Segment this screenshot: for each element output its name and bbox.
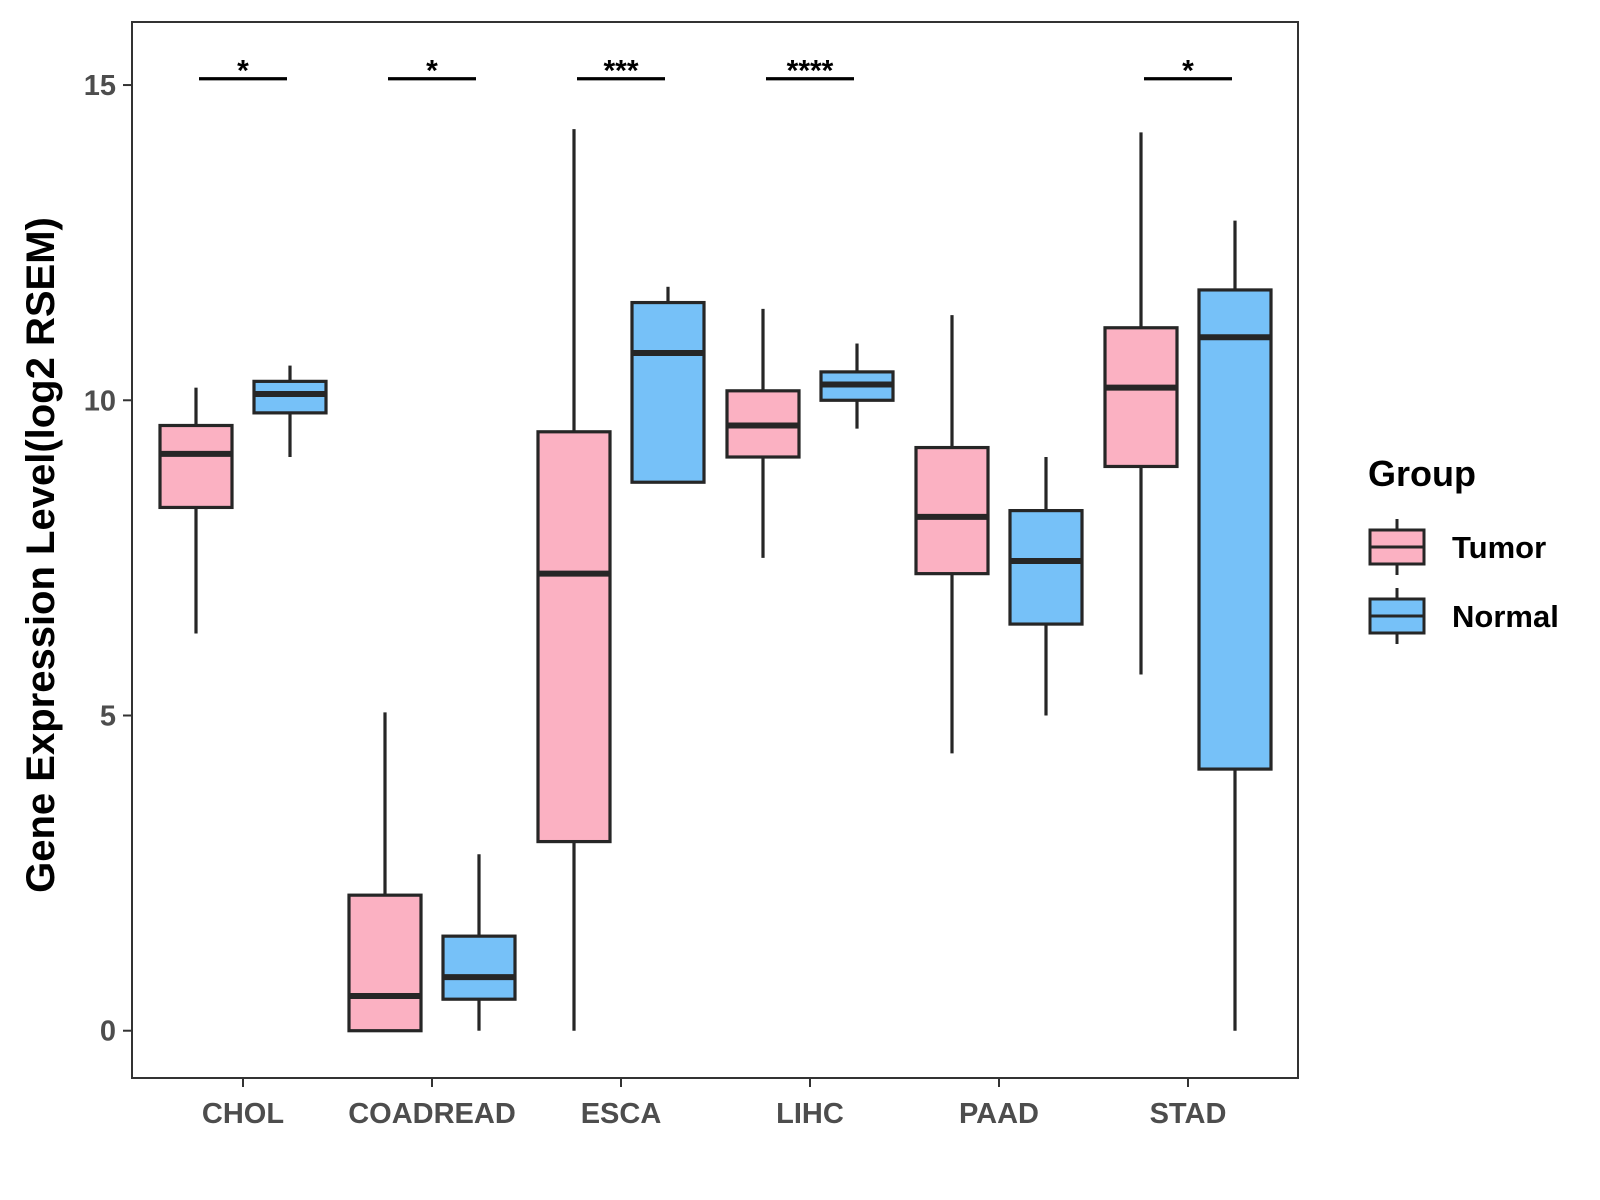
significance-label: ****	[787, 55, 834, 88]
y-axis-title: Gene Expression Level(log2 RSEM)	[19, 217, 63, 893]
box-body	[441, 934, 517, 1001]
box-tumor-esca	[536, 129, 612, 1031]
box-body	[1008, 508, 1084, 626]
box-normal-coadread	[441, 854, 517, 1031]
box-normal-lihc	[819, 343, 895, 429]
box-body	[158, 423, 234, 510]
x-tick-label: PAAD	[959, 1098, 1039, 1130]
y-tick-label: 0	[100, 1016, 116, 1048]
box-normal-paad	[1008, 457, 1084, 716]
y-tick-label: 15	[84, 70, 116, 102]
significance-label: *	[426, 55, 438, 88]
box-normal-chol	[252, 365, 328, 458]
box-body	[252, 379, 328, 415]
box-tumor-stad	[1103, 132, 1179, 675]
box-normal-stad	[1197, 220, 1273, 1031]
x-tick-label: ESCA	[581, 1098, 662, 1130]
legend-item-normal: Normal	[1368, 588, 1559, 644]
box-tumor-paad	[914, 315, 990, 754]
legend-label: Normal	[1452, 599, 1559, 634]
box-body	[1103, 326, 1179, 469]
box-body	[347, 893, 423, 1033]
legend: Group Tumor Normal	[1368, 453, 1559, 644]
box-body	[1197, 288, 1273, 771]
x-tick-label: STAD	[1150, 1098, 1227, 1130]
x-tick-label: CHOL	[202, 1098, 284, 1130]
box-body	[536, 430, 612, 844]
y-tick-label: 10	[84, 385, 116, 417]
panel-border	[131, 21, 1299, 1079]
significance-label: *	[1182, 55, 1194, 88]
legend-title: Group	[1368, 453, 1476, 494]
x-tick-label: COADREAD	[348, 1098, 516, 1130]
significance-label: ***	[603, 55, 638, 88]
box-body	[630, 300, 706, 484]
box-body	[914, 445, 990, 576]
x-tick-label: LIHC	[776, 1098, 844, 1130]
significance-label: *	[237, 55, 249, 88]
box-tumor-chol	[158, 387, 234, 634]
box-normal-esca	[630, 286, 706, 484]
box-tumor-coadread	[347, 712, 423, 1033]
y-tick-label: 5	[100, 700, 116, 732]
box-tumor-lihc	[725, 308, 801, 558]
legend-label: Tumor	[1452, 530, 1546, 565]
legend-item-tumor: Tumor	[1368, 519, 1546, 575]
